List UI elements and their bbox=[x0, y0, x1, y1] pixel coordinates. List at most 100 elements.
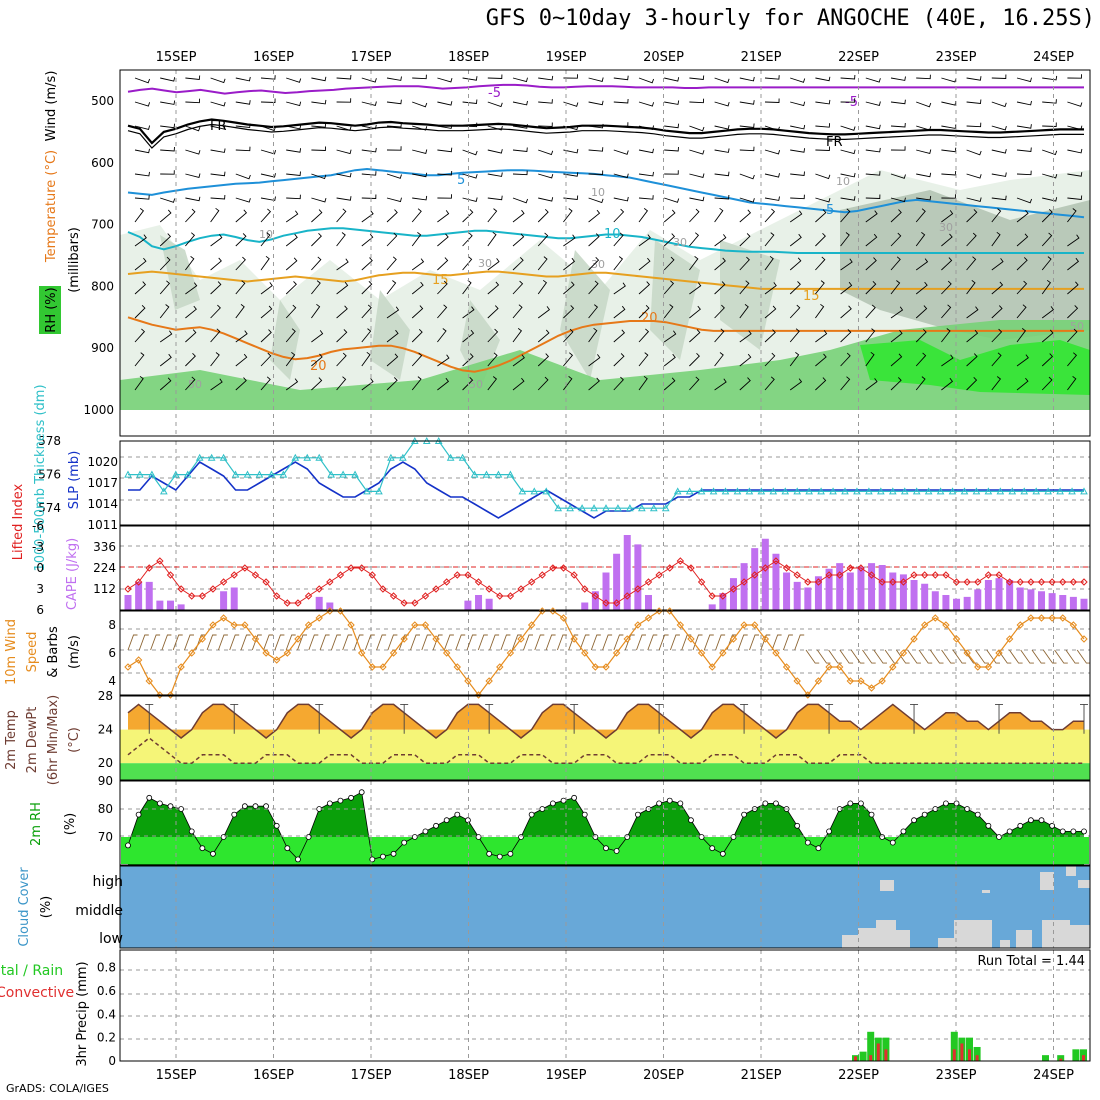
wind-barb bbox=[790, 77, 806, 83]
rh-contour-label: 10 bbox=[836, 175, 850, 188]
rh2m-marker bbox=[422, 828, 429, 835]
wind-barb bbox=[588, 170, 604, 175]
wind-barb bbox=[185, 305, 197, 319]
date-label-top: 19SEP bbox=[546, 50, 587, 65]
surface-wind-barb bbox=[184, 634, 194, 651]
axis-label-lifted-index: Lifted Index bbox=[11, 483, 26, 560]
minmax-error-bar bbox=[740, 703, 749, 734]
wind-barb bbox=[285, 257, 298, 271]
rh2m-marker bbox=[358, 789, 365, 796]
wind-barb bbox=[311, 353, 323, 367]
rh2m-marker bbox=[433, 822, 439, 829]
wind-barb bbox=[916, 149, 932, 154]
cape-bar bbox=[772, 553, 780, 610]
thickness-marker bbox=[136, 470, 144, 478]
cape-bar bbox=[591, 591, 599, 610]
wind-barb bbox=[890, 329, 903, 343]
wind-barb bbox=[462, 306, 475, 319]
lifted-index-marker bbox=[251, 571, 260, 579]
wind-barb bbox=[689, 125, 705, 132]
wind-barb bbox=[890, 306, 904, 319]
wind-speed-marker bbox=[591, 663, 600, 671]
wind-speed-marker bbox=[857, 677, 865, 685]
surface-wind-barb bbox=[579, 634, 590, 651]
wind-barb bbox=[890, 146, 906, 151]
lifted-index-marker bbox=[867, 571, 876, 579]
lifted-index-marker bbox=[1027, 578, 1035, 586]
thickness-marker bbox=[626, 504, 634, 512]
rh2m-marker bbox=[496, 853, 503, 860]
wind-barb bbox=[285, 304, 297, 319]
rh2m-marker bbox=[549, 800, 556, 807]
wind-barb bbox=[437, 280, 448, 295]
rh2m-marker bbox=[486, 850, 493, 857]
wind-barb bbox=[689, 305, 701, 319]
wind-barb bbox=[563, 208, 573, 223]
lifted-index-marker bbox=[814, 578, 823, 586]
rh2m-marker bbox=[719, 850, 726, 857]
wind-barb bbox=[1067, 328, 1078, 343]
lifted-index-marker bbox=[634, 585, 642, 593]
wind-barb bbox=[487, 376, 498, 391]
wind-barb bbox=[1016, 328, 1027, 343]
wind-barb bbox=[437, 147, 453, 153]
wind-tick: 8 bbox=[108, 618, 116, 632]
rh2m-marker bbox=[146, 794, 153, 801]
wind-barb bbox=[840, 125, 856, 131]
wind-barb bbox=[1042, 122, 1057, 127]
surface-wind-barb bbox=[274, 634, 285, 651]
wind-barb bbox=[462, 256, 473, 271]
rh-contour-label: 30 bbox=[673, 236, 687, 249]
thickness-marker bbox=[339, 470, 347, 478]
dewpoint-line bbox=[127, 737, 1084, 764]
cape-tick: 336 bbox=[93, 540, 116, 554]
wind-speed-marker bbox=[729, 635, 738, 643]
wind-barb bbox=[689, 352, 700, 367]
wind-barb bbox=[260, 232, 271, 247]
thickness-marker bbox=[649, 504, 658, 512]
wind-barb bbox=[260, 329, 272, 343]
wind-barb bbox=[915, 281, 928, 295]
isotherm-minus5 bbox=[127, 83, 1084, 95]
wind-barb bbox=[663, 233, 676, 247]
wind-barb bbox=[538, 173, 554, 179]
wind-barb bbox=[613, 353, 625, 367]
thickness-marker bbox=[124, 470, 132, 478]
thickness-marker bbox=[685, 487, 694, 495]
wind-barb bbox=[286, 124, 302, 130]
wind-barb bbox=[285, 328, 296, 343]
wind-barb bbox=[865, 124, 881, 130]
thickness-marker bbox=[578, 504, 586, 512]
wind-barb bbox=[386, 173, 402, 179]
wind-barb bbox=[890, 209, 902, 223]
surface-wind-barb bbox=[568, 634, 579, 651]
wind-barb bbox=[336, 172, 352, 178]
rh2m-marker bbox=[401, 839, 408, 846]
rh-contour-label: 50 bbox=[1070, 320, 1084, 333]
isotherm-label: 15 bbox=[803, 289, 820, 304]
wind-barb bbox=[1041, 279, 1052, 295]
thickness-marker bbox=[303, 453, 312, 461]
lifted-index-marker bbox=[782, 564, 791, 572]
cape-bar bbox=[825, 568, 833, 610]
wind-barb bbox=[512, 354, 525, 367]
page-title: GFS 0~10day 3-hourly for ANGOCHE (40E, 1… bbox=[485, 6, 1095, 31]
rh2m-marker bbox=[943, 800, 949, 807]
surface-wind-barb bbox=[556, 634, 567, 651]
wind-speed-marker bbox=[814, 677, 823, 685]
wind-barb bbox=[134, 257, 147, 271]
wind-barb bbox=[336, 196, 352, 201]
temp-tick: 24 bbox=[98, 723, 113, 737]
wind-barb bbox=[412, 172, 428, 178]
cape-bar bbox=[1027, 589, 1035, 610]
cape-bar bbox=[708, 604, 716, 610]
wind-barb bbox=[386, 209, 398, 223]
wind-speed-marker bbox=[772, 649, 780, 657]
surface-wind-barb bbox=[477, 634, 488, 651]
wind-barb bbox=[134, 77, 151, 84]
wind-barb bbox=[210, 194, 226, 200]
wind-barb bbox=[916, 101, 932, 108]
wind-barb bbox=[134, 304, 146, 319]
rh2m-marker bbox=[1059, 828, 1066, 835]
rh2m-marker bbox=[135, 811, 142, 818]
